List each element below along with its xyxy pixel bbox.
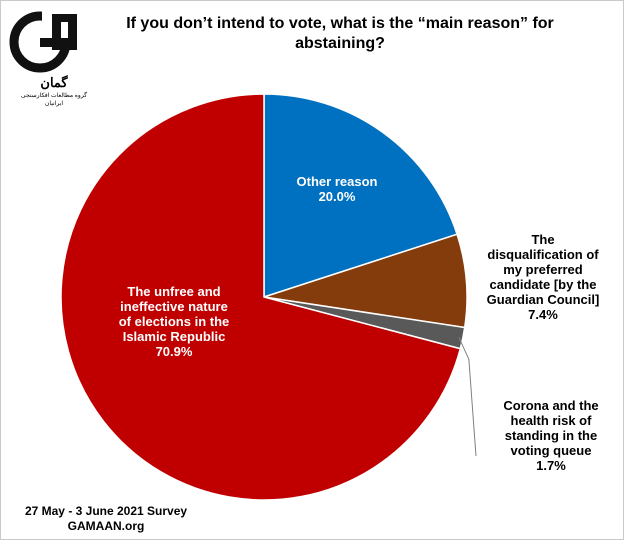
slice-label-unfree-elections: The unfree and ineffective nature of elect…: [94, 284, 254, 359]
gamaan-logo-mark: [9, 8, 77, 73]
slice-label-line: health risk of: [510, 413, 592, 428]
slice-value-label: 20.0%: [318, 189, 356, 204]
logo-persian-name: گمان: [40, 75, 68, 90]
slice-label-line: Islamic Republic: [122, 329, 226, 344]
slice-label-disqualification: The disqualification of my preferred candid…: [468, 232, 618, 322]
slice-value-label: 7.4%: [528, 307, 558, 322]
leader-line-corona: [458, 337, 477, 457]
slice-label-line: Corona and the: [503, 398, 599, 413]
slice-label-line: disqualification of: [487, 247, 599, 262]
slice-value-label: 1.7%: [536, 458, 566, 473]
slice-value-label: 70.9%: [155, 344, 193, 359]
slice-label-line: candidate [by the: [489, 277, 597, 292]
slice-label-line: standing in the: [504, 428, 598, 443]
slice-label-line: Guardian Council]: [486, 292, 600, 307]
slice-unfree-elections: [60, 93, 462, 501]
slice-label-line: ineffective nature: [120, 299, 228, 314]
slice-label-line: voting queue: [510, 443, 592, 458]
survey-date: 27 May - 3 June 2021 Survey: [24, 504, 188, 518]
slice-label-line: of elections in the: [118, 314, 230, 329]
slice-label-line: Other reason: [296, 174, 378, 189]
slice-label-line: my preferred: [503, 262, 583, 277]
slice-other-reason: [263, 93, 459, 299]
slice-label-corona: Corona and the health risk of standing in …: [476, 398, 624, 473]
slice-label-line: The unfree and: [127, 284, 221, 299]
logo-persian-subtitle: گروه مطالعات افکارسنجی ایرانیان: [21, 93, 87, 107]
chart-title: If you don’t intend to vote, what is the…: [126, 15, 554, 52]
slice-label-other-reason: Other reason 20.0%: [262, 174, 412, 204]
survey-footer: 27 May - 3 June 2021 Survey GAMAAN.org: [6, 504, 206, 534]
slice-label-line: The: [531, 232, 555, 247]
gamaan-logo: گمان گروه مطالعات افکارسنجی ایرانیان: [6, 8, 96, 107]
survey-website: GAMAAN.org: [67, 519, 145, 533]
